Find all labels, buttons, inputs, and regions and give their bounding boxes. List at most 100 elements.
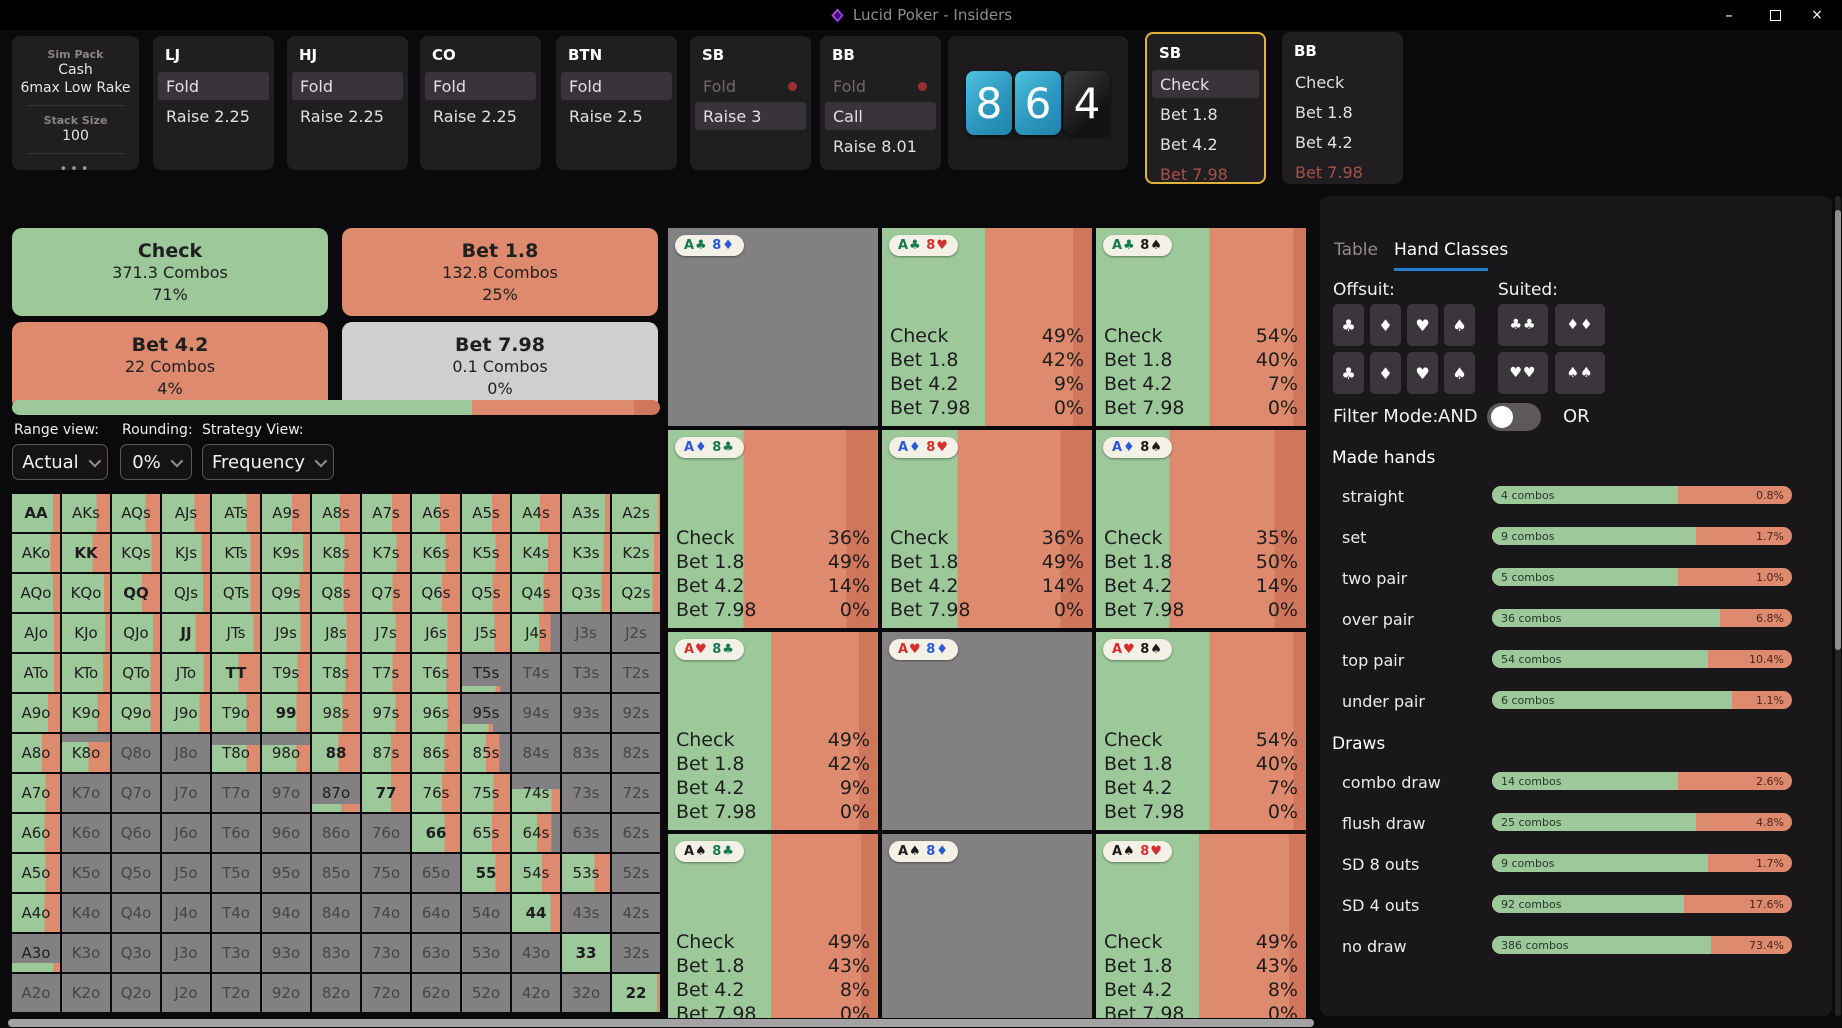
matrix-cell-A6s[interactable]: A6s [412, 494, 460, 532]
action-row-fold[interactable]: Fold [292, 72, 403, 100]
matrix-cell-Q8s[interactable]: Q8s [312, 574, 360, 612]
action-row-raise-8-01[interactable]: Raise 8.01 [833, 136, 917, 156]
action-row-bet-4-2[interactable]: Bet 4.2 [1160, 134, 1218, 154]
matrix-cell-J4o[interactable]: J4o [162, 894, 210, 932]
hand-class-label-SD-4-outs[interactable]: SD 4 outs [1342, 896, 1420, 915]
matrix-cell-43o[interactable]: 43o [512, 934, 560, 972]
action-row-raise-3[interactable]: Raise 3 [695, 102, 806, 130]
matrix-cell-A4s[interactable]: A4s [512, 494, 560, 532]
combo-cell-Ac8d[interactable]: A♣ 8♦ [668, 228, 878, 426]
combo-cell-As8h[interactable]: Check 49% Bet 1.8 43% Bet 4.2 8% Bet 7.98 0% A♠ … [1096, 834, 1306, 1018]
matrix-cell-Q7o[interactable]: Q7o [112, 774, 160, 812]
filter-mode-toggle[interactable] [1487, 403, 1541, 431]
matrix-cell-92o[interactable]: 92o [262, 974, 310, 1012]
matrix-cell-99[interactable]: 99 [262, 694, 310, 732]
matrix-cell-87s[interactable]: 87s [362, 734, 410, 772]
vertical-scrollbar[interactable] [1835, 196, 1841, 1016]
matrix-cell-62o[interactable]: 62o [412, 974, 460, 1012]
matrix-cell-JTs[interactable]: JTs [212, 614, 260, 652]
matrix-cell-QJs[interactable]: QJs [162, 574, 210, 612]
action-row-fold[interactable]: Fold [561, 72, 672, 100]
summary-box-bet-1-8[interactable]: Bet 1.8 132.8 Combos 25% [342, 228, 658, 316]
matrix-cell-K3o[interactable]: K3o [62, 934, 110, 972]
matrix-cell-T6o[interactable]: T6o [212, 814, 260, 852]
range-view-select[interactable]: Actual [12, 444, 108, 480]
matrix-cell-A5o[interactable]: A5o [12, 854, 60, 892]
matrix-cell-J3s[interactable]: J3s [562, 614, 610, 652]
rounding-select[interactable]: 0% [120, 444, 192, 480]
matrix-cell-88[interactable]: 88 [312, 734, 360, 772]
matrix-cell-T3o[interactable]: T3o [212, 934, 260, 972]
matrix-cell-A2o[interactable]: A2o [12, 974, 60, 1012]
matrix-cell-64o[interactable]: 64o [412, 894, 460, 932]
board-card-6-diamond[interactable]: 6 [1015, 71, 1061, 135]
hand-class-label-SD-8-outs[interactable]: SD 8 outs [1342, 855, 1420, 874]
matrix-cell-J9o[interactable]: J9o [162, 694, 210, 732]
matrix-cell-32s[interactable]: 32s [612, 934, 660, 972]
summary-box-check[interactable]: Check 371.3 Combos 71% [12, 228, 328, 316]
matrix-cell-Q9s[interactable]: Q9s [262, 574, 310, 612]
matrix-cell-QTs[interactable]: QTs [212, 574, 260, 612]
matrix-cell-Q5o[interactable]: Q5o [112, 854, 160, 892]
matrix-cell-95s[interactable]: 95s [462, 694, 510, 732]
matrix-cell-J4s[interactable]: J4s [512, 614, 560, 652]
matrix-cell-43s[interactable]: 43s [562, 894, 610, 932]
matrix-cell-T8o[interactable]: T8o [212, 734, 260, 772]
matrix-cell-54s[interactable]: 54s [512, 854, 560, 892]
matrix-cell-65o[interactable]: 65o [412, 854, 460, 892]
matrix-cell-KQo[interactable]: KQo [62, 574, 110, 612]
matrix-cell-KJo[interactable]: KJo [62, 614, 110, 652]
matrix-cell-A4o[interactable]: A4o [12, 894, 60, 932]
matrix-cell-K4s[interactable]: K4s [512, 534, 560, 572]
matrix-cell-K5o[interactable]: K5o [62, 854, 110, 892]
matrix-cell-Q8o[interactable]: Q8o [112, 734, 160, 772]
matrix-cell-Q4o[interactable]: Q4o [112, 894, 160, 932]
hand-class-label-set[interactable]: set [1342, 528, 1367, 547]
matrix-cell-A9o[interactable]: A9o [12, 694, 60, 732]
matrix-cell-T4o[interactable]: T4o [212, 894, 260, 932]
matrix-cell-J8o[interactable]: J8o [162, 734, 210, 772]
matrix-cell-K6o[interactable]: K6o [62, 814, 110, 852]
minimize-icon[interactable]: – [1725, 6, 1733, 24]
matrix-cell-83s[interactable]: 83s [562, 734, 610, 772]
hand-class-label-over-pair[interactable]: over pair [1342, 610, 1414, 629]
matrix-cell-K2o[interactable]: K2o [62, 974, 110, 1012]
matrix-cell-72o[interactable]: 72o [362, 974, 410, 1012]
hand-class-label-under-pair[interactable]: under pair [1342, 692, 1425, 711]
offsuit-filter-heart[interactable]: ♥ [1407, 304, 1438, 346]
matrix-cell-77[interactable]: 77 [362, 774, 410, 812]
matrix-cell-Q2o[interactable]: Q2o [112, 974, 160, 1012]
matrix-cell-K2s[interactable]: K2s [612, 534, 660, 572]
tab-table[interactable]: Table [1334, 240, 1378, 260]
action-row-fold[interactable]: Fold [825, 72, 936, 100]
matrix-cell-T9o[interactable]: T9o [212, 694, 260, 732]
offsuit-filter-club[interactable]: ♣ [1333, 352, 1364, 394]
hand-class-label-combo-draw[interactable]: combo draw [1342, 773, 1441, 792]
matrix-cell-98o[interactable]: 98o [262, 734, 310, 772]
combo-cell-As8c[interactable]: Check 49% Bet 1.8 43% Bet 4.2 8% Bet 7.98 0% A♠ … [668, 834, 878, 1018]
horizontal-scrollbar[interactable] [8, 1019, 1314, 1027]
matrix-cell-A9s[interactable]: A9s [262, 494, 310, 532]
matrix-cell-K6s[interactable]: K6s [412, 534, 460, 572]
matrix-cell-K9s[interactable]: K9s [262, 534, 310, 572]
combo-cell-Ad8s[interactable]: Check 35% Bet 1.8 50% Bet 4.2 14% Bet 7.98 0% A♦… [1096, 430, 1306, 628]
matrix-cell-73o[interactable]: 73o [362, 934, 410, 972]
matrix-cell-97s[interactable]: 97s [362, 694, 410, 732]
matrix-cell-86o[interactable]: 86o [312, 814, 360, 852]
matrix-cell-64s[interactable]: 64s [512, 814, 560, 852]
matrix-cell-74o[interactable]: 74o [362, 894, 410, 932]
maximize-icon[interactable] [1758, 0, 1792, 30]
matrix-cell-T4s[interactable]: T4s [512, 654, 560, 692]
matrix-cell-84s[interactable]: 84s [512, 734, 560, 772]
matrix-cell-AKo[interactable]: AKo [12, 534, 60, 572]
matrix-cell-44[interactable]: 44 [512, 894, 560, 932]
matrix-cell-76o[interactable]: 76o [362, 814, 410, 852]
matrix-cell-Q6s[interactable]: Q6s [412, 574, 460, 612]
matrix-cell-J6o[interactable]: J6o [162, 814, 210, 852]
combo-cell-Ah8s[interactable]: Check 54% Bet 1.8 40% Bet 4.2 7% Bet 7.98 0% A♥ … [1096, 632, 1306, 830]
matrix-cell-74s[interactable]: 74s [512, 774, 560, 812]
hand-class-bar-straight[interactable]: 4 combos 0.8% [1492, 486, 1792, 504]
matrix-cell-T7s[interactable]: T7s [362, 654, 410, 692]
matrix-cell-85o[interactable]: 85o [312, 854, 360, 892]
summary-box-bet-7-98[interactable]: Bet 7.98 0.1 Combos 0% [342, 322, 658, 410]
